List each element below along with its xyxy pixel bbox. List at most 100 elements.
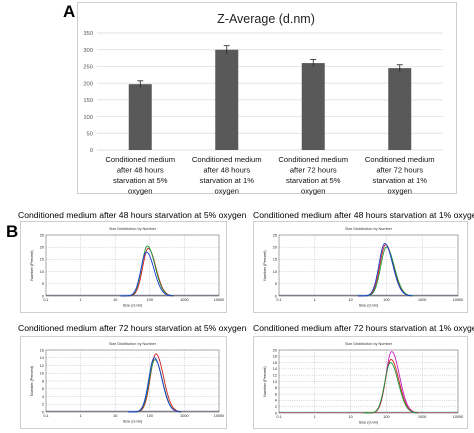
y-tick-label: 2 — [275, 405, 277, 409]
y-tick-label: 0 — [275, 294, 277, 298]
y-tick-label: 20 — [273, 348, 277, 352]
x-tick-label: 1 — [80, 298, 82, 302]
y-tick-label: 0 — [275, 411, 277, 415]
x-category-label: starvation at 5% — [113, 176, 168, 185]
bar — [215, 49, 239, 150]
y-tick-label: 50 — [87, 131, 93, 137]
distribution-curve — [364, 358, 418, 414]
y-tick-label: 15 — [273, 258, 277, 262]
x-category-label: after 48 hours — [117, 166, 164, 175]
x-category-label: starvation at 5% — [286, 176, 341, 185]
y-tick-label: 14 — [273, 367, 277, 371]
bar — [128, 84, 152, 150]
y-axis-label: Number (Percent) — [30, 365, 34, 396]
x-tick-label: 0.1 — [43, 298, 48, 302]
y-tick-label: 0 — [42, 410, 44, 414]
x-category-label: starvation at 1% — [373, 176, 428, 185]
x-tick-label: 1000 — [418, 415, 426, 419]
distribution-curve — [363, 362, 418, 414]
x-tick-label: 1000 — [180, 414, 188, 418]
y-tick-label: 18 — [273, 355, 277, 359]
x-tick-label: 10 — [113, 414, 117, 418]
x-tick-label: 10 — [113, 298, 117, 302]
plot-subtitle: Size Distribution by Number — [345, 342, 393, 346]
y-tick-label: 10 — [40, 372, 44, 376]
distribution-curve — [121, 245, 174, 297]
distribution-curve — [128, 357, 181, 413]
x-axis-label: Size (d.nm) — [359, 421, 379, 425]
y-tick-label: 0 — [42, 294, 44, 298]
y-tick-label: 16 — [40, 348, 44, 352]
y-tick-label: 10 — [273, 270, 277, 274]
plot-2-title: Conditioned medium after 48 hours starva… — [253, 210, 474, 220]
x-category-label: Conditioned medium — [278, 155, 348, 164]
x-tick-label: 1000 — [418, 298, 426, 302]
y-tick-label: 10 — [40, 270, 44, 274]
x-tick-label: 10000 — [214, 298, 225, 302]
plot-1-title: Conditioned medium after 48 hours starva… — [18, 210, 247, 220]
x-tick-label: 1 — [314, 415, 316, 419]
y-tick-label: 20 — [273, 246, 277, 250]
x-tick-label: 10000 — [214, 414, 225, 418]
plot-3-frame — [20, 336, 227, 429]
plot-4-title: Conditioned medium after 72 hours starva… — [253, 323, 474, 333]
bar — [388, 68, 412, 150]
x-tick-label: 100 — [383, 298, 389, 302]
x-category-label: starvation at 1% — [200, 176, 255, 185]
x-category-label: oxygen — [215, 187, 240, 196]
plot-subtitle: Size Distribution by Number — [109, 227, 157, 231]
y-tick-label: 250 — [83, 65, 93, 71]
x-axis-label: Size (d.nm) — [123, 304, 143, 308]
x-category-label: after 72 hours — [376, 166, 423, 175]
x-tick-label: 0.1 — [276, 415, 281, 419]
y-tick-label: 4 — [42, 395, 44, 399]
distribution-curve — [359, 246, 414, 297]
x-category-label: Conditioned medium — [105, 155, 175, 164]
y-tick-label: 12 — [40, 364, 44, 368]
distribution-curve — [357, 243, 412, 297]
x-tick-label: 100 — [147, 298, 153, 302]
plot-3-title: Conditioned medium after 72 hours starva… — [18, 323, 247, 333]
plot-4-frame — [253, 336, 468, 429]
x-category-label: oxygen — [388, 187, 413, 196]
x-category-label: oxygen — [301, 187, 326, 196]
plot-1-frame — [20, 221, 227, 313]
y-tick-label: 16 — [273, 361, 277, 365]
x-category-label: after 48 hours — [203, 166, 250, 175]
y-axis-label: Number (Percent) — [263, 250, 267, 281]
plot-subtitle: Size Distribution by Number — [345, 227, 393, 231]
distribution-curve — [364, 351, 419, 414]
y-tick-label: 150 — [83, 98, 93, 104]
plot-area — [278, 234, 459, 297]
plot-2-frame — [253, 221, 468, 313]
y-tick-label: 25 — [40, 233, 44, 237]
bar — [301, 63, 325, 151]
panel-label-a: A — [63, 2, 76, 21]
y-tick-label: 5 — [275, 282, 277, 286]
y-tick-label: 300 — [83, 48, 93, 54]
y-tick-label: 15 — [40, 258, 44, 262]
x-tick-label: 10000 — [453, 298, 464, 302]
distribution-curve — [122, 247, 175, 297]
y-tick-label: 6 — [42, 387, 44, 391]
x-tick-label: 100 — [383, 415, 389, 419]
panel-label-b: B — [6, 222, 19, 241]
y-tick-label: 200 — [83, 81, 93, 87]
x-category-label: after 72 hours — [290, 166, 337, 175]
y-tick-label: 5 — [42, 282, 44, 286]
y-tick-label: 8 — [42, 379, 44, 383]
y-tick-label: 6 — [275, 392, 277, 396]
x-axis-label: Size (d.nm) — [123, 420, 143, 424]
y-tick-label: 2 — [42, 403, 44, 407]
x-tick-label: 1000 — [180, 298, 188, 302]
x-axis-label: Size (d.nm) — [359, 304, 379, 308]
distribution-curve — [129, 353, 182, 413]
chart-title: Z-Average (d.nm) — [217, 12, 315, 26]
x-tick-label: 10000 — [453, 415, 464, 419]
x-tick-label: 1 — [314, 298, 316, 302]
y-tick-label: 0 — [90, 148, 93, 154]
y-tick-label: 20 — [40, 246, 44, 250]
plot-subtitle: Size Distribution by Number — [109, 342, 157, 346]
